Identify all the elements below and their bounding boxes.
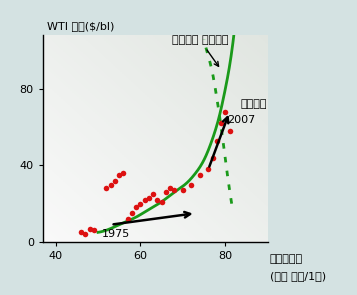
Point	[116, 173, 122, 177]
Point	[129, 211, 135, 216]
Text: WTI 가격($/bl): WTI 가격($/bl)	[47, 21, 115, 31]
Point	[210, 155, 215, 160]
Text: 원유생산량: 원유생산량	[270, 254, 303, 264]
Point	[91, 228, 97, 233]
Point	[87, 226, 92, 231]
Text: 피크오일 시나리오: 피크오일 시나리오	[172, 35, 228, 66]
Point	[155, 197, 160, 202]
Point	[206, 167, 211, 172]
Point	[125, 217, 131, 221]
Point	[163, 190, 169, 194]
Text: (백만 배럴/1일): (백만 배럴/1일)	[270, 271, 326, 281]
Point	[188, 182, 194, 187]
Point	[142, 197, 147, 202]
Point	[78, 230, 84, 235]
Point	[108, 182, 114, 187]
Point	[180, 188, 186, 193]
Point	[167, 186, 173, 191]
Point	[159, 199, 165, 204]
Point	[214, 138, 220, 143]
Text: 공급곡선: 공급곡선	[240, 99, 267, 109]
Point	[227, 129, 232, 133]
Point	[121, 171, 126, 176]
Point	[222, 109, 228, 114]
Point	[82, 232, 88, 237]
Point	[197, 173, 203, 177]
Text: 2007: 2007	[227, 114, 256, 124]
Point	[104, 186, 109, 191]
Point	[134, 205, 139, 210]
Text: 1975: 1975	[102, 230, 131, 240]
Point	[112, 178, 118, 183]
Point	[146, 196, 152, 200]
Point	[150, 192, 156, 196]
Point	[218, 121, 224, 126]
Point	[171, 188, 177, 193]
Point	[137, 201, 143, 206]
